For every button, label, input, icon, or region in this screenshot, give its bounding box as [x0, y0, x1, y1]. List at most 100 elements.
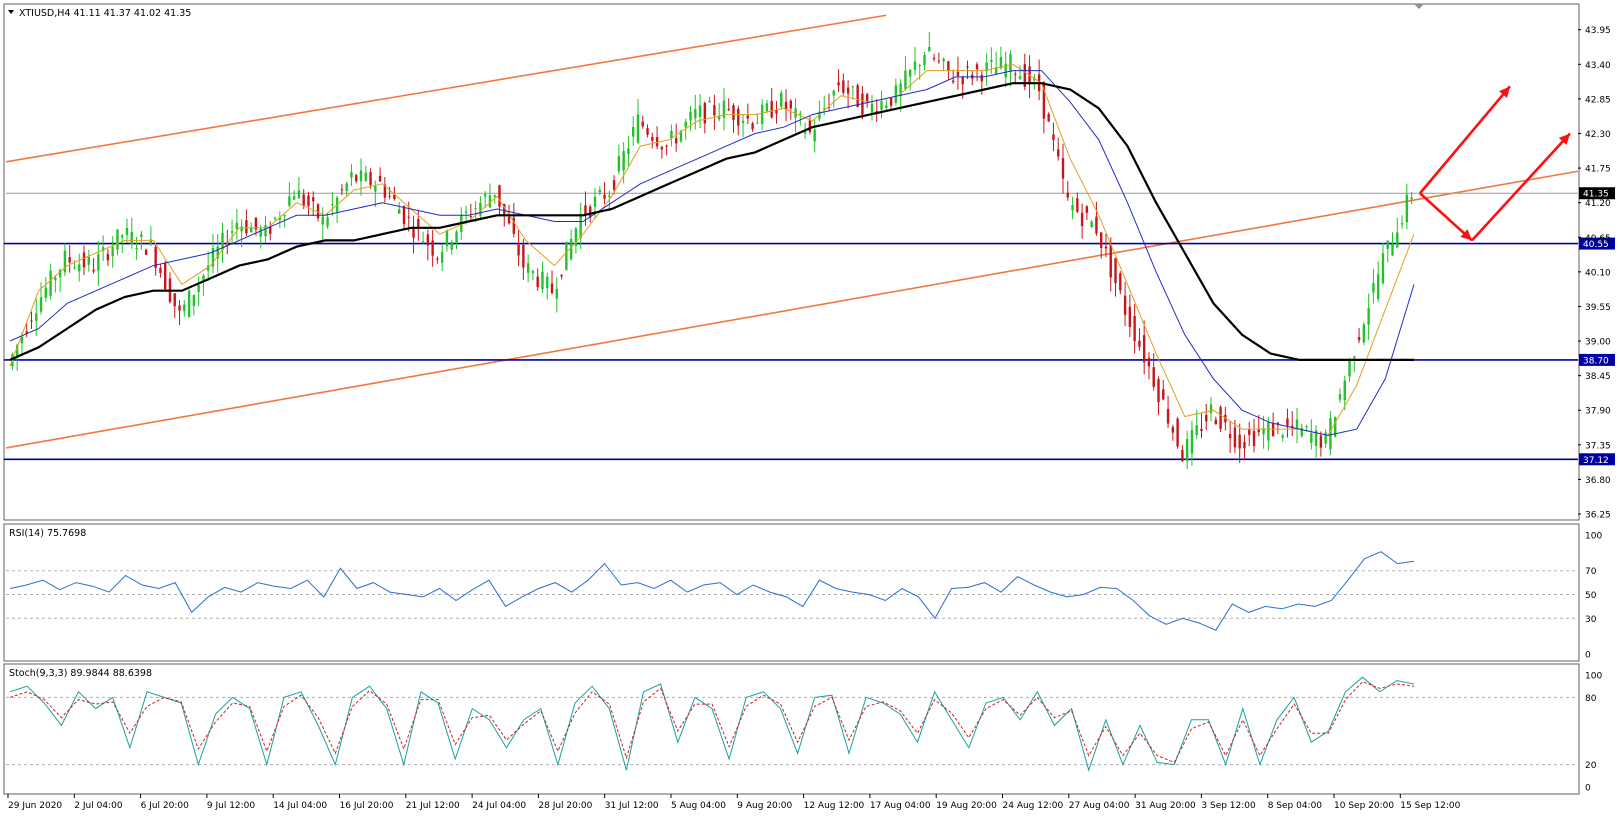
candle-body — [1133, 316, 1136, 342]
candle-body — [254, 217, 258, 230]
candle-body — [417, 219, 420, 227]
candle-body — [913, 61, 917, 70]
price-tick-label: 43.40 — [1585, 61, 1611, 71]
candle-body — [264, 225, 267, 237]
candle-body — [111, 246, 114, 257]
stoch-main-line — [9, 676, 1415, 772]
time-tick-label: 2 Jul 04:00 — [74, 801, 123, 811]
rsi-line — [9, 551, 1415, 631]
level-tag — [1579, 453, 1615, 466]
candle-body — [1157, 379, 1160, 403]
candle-body — [488, 195, 492, 208]
candle-body — [1334, 416, 1337, 437]
stoch-lines: 100 80 20 0 — [6, 672, 1602, 794]
candle-body — [378, 175, 382, 182]
candle-body — [20, 336, 24, 344]
candle-body — [140, 234, 143, 237]
candle-body — [727, 108, 730, 110]
candle-body — [1080, 212, 1084, 227]
candle-body — [985, 62, 988, 72]
time-tick-label: 21 Jul 12:00 — [406, 801, 460, 811]
price-tick-label: 36.80 — [1585, 476, 1611, 486]
candle-body — [503, 203, 506, 215]
candle-body — [531, 271, 535, 274]
candle-body — [307, 195, 310, 206]
candle-body — [235, 222, 239, 229]
candle-body — [569, 238, 573, 260]
candle-body — [1052, 134, 1055, 141]
candle-body — [1171, 427, 1175, 433]
candle-body — [63, 250, 67, 273]
candle-body — [746, 115, 750, 119]
candle-body — [708, 100, 711, 103]
time-tick-label: 19 Aug 20:00 — [936, 801, 997, 811]
time-tick-label: 6 Jul 20:00 — [141, 801, 190, 811]
candle-body — [393, 194, 396, 200]
candle-body — [216, 246, 219, 259]
arrow-head — [1460, 229, 1472, 241]
candle-body — [546, 276, 549, 289]
time-tick-label: 24 Jul 04:00 — [472, 801, 526, 811]
candle-body — [942, 58, 945, 62]
candle-body — [78, 264, 81, 272]
candle-body — [1314, 430, 1318, 446]
candle-body — [856, 85, 859, 108]
candle-body — [421, 241, 425, 243]
candle-body — [230, 231, 234, 233]
candle-body — [1018, 76, 1022, 80]
time-tick-label: 16 Jul 20:00 — [340, 801, 394, 811]
candle-body — [374, 186, 377, 192]
candle-body — [1047, 113, 1050, 122]
candle-body — [1367, 308, 1370, 325]
candle-body — [713, 105, 716, 116]
main-panel[interactable] — [3, 3, 1580, 521]
candle-body — [1338, 394, 1342, 400]
candle-body — [350, 172, 353, 178]
rsi-panel[interactable] — [3, 523, 1580, 662]
candle-body — [1066, 192, 1069, 198]
candle-body — [1243, 442, 1246, 449]
candle-body — [35, 313, 38, 321]
candle-body — [369, 172, 372, 186]
candle-body — [249, 227, 253, 233]
candle-body — [632, 127, 635, 137]
candle-body — [49, 270, 52, 296]
candle-body — [1257, 428, 1260, 433]
candle-body — [15, 345, 19, 357]
candle-body — [1410, 197, 1413, 200]
price-tick-label: 40.10 — [1585, 268, 1611, 278]
candle-body — [789, 100, 792, 109]
candle-body — [703, 103, 707, 124]
candle-body — [1152, 367, 1155, 387]
collapse-triangle-icon[interactable] — [8, 10, 14, 14]
candle-body — [918, 65, 921, 67]
price-tick-label: 37.90 — [1585, 407, 1611, 417]
candle-body — [1162, 389, 1165, 400]
candle-body — [674, 137, 678, 144]
candle-body — [493, 194, 496, 197]
scroll-marker-icon[interactable] — [1414, 4, 1424, 9]
candle-body — [398, 209, 401, 214]
price-tick-label: 42.85 — [1585, 95, 1611, 105]
candle-body — [87, 257, 90, 265]
rsi-tick-label: 70 — [1585, 567, 1597, 577]
moving-averages — [9, 63, 1415, 436]
candle-body — [589, 206, 592, 218]
candle-body — [1195, 424, 1198, 436]
time-tick-label: 17 Aug 04:00 — [870, 801, 931, 811]
time-tick-label: 31 Jul 12:00 — [605, 801, 659, 811]
candle-body — [30, 320, 33, 322]
candle-body — [1205, 415, 1208, 422]
candle-body — [627, 148, 630, 155]
candle-body — [292, 196, 296, 200]
candle-body — [82, 252, 86, 268]
time-tick-label: 12 Aug 12:00 — [804, 801, 865, 811]
stoch-signal-line — [9, 681, 1415, 764]
candle-body — [579, 213, 582, 239]
main-header: XTIUSD,H4 41.11 41.37 41.02 41.35 — [19, 8, 191, 19]
candle-body — [450, 241, 453, 250]
candle-body — [608, 195, 611, 197]
candle-body — [202, 275, 205, 282]
rsi-header: RSI(14) 75.7698 — [9, 528, 86, 539]
